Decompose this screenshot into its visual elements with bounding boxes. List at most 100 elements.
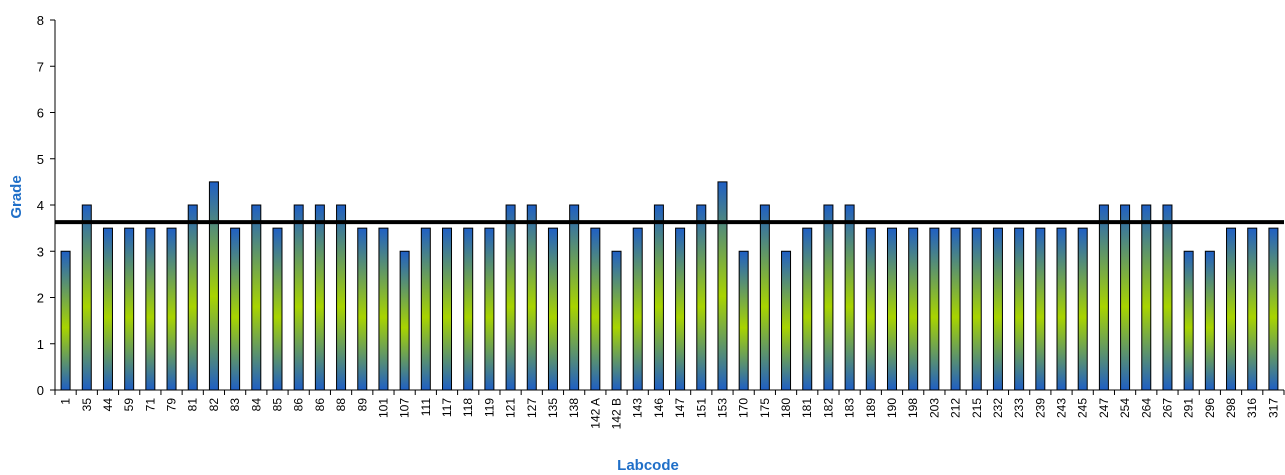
bar [1204,250,1215,391]
bar [1035,227,1046,391]
x-tick-label: 296 [1203,398,1217,418]
bar [208,181,219,391]
x-tick-label: 101 [376,398,390,418]
x-tick-label: 153 [715,398,729,418]
y-tick-label: 8 [37,13,44,28]
x-tick-label: 44 [101,398,115,412]
x-tick-label: 119 [482,398,496,417]
x-tick-label: 138 [567,398,581,418]
x-tick-label: 254 [1118,398,1132,418]
bar [187,204,198,391]
y-tick-label: 0 [37,383,44,398]
bars-group [60,181,1279,391]
x-tick-label: 267 [1160,398,1174,418]
x-tick-label: 151 [694,398,708,418]
bar [60,250,71,391]
bar [547,227,558,391]
bar [124,227,135,391]
x-tick-label: 146 [652,398,666,418]
x-tick-label: 247 [1097,398,1111,418]
x-tick-label: 1 [59,398,73,405]
x-tick-label: 127 [525,398,539,418]
x-tick-label: 59 [122,398,136,412]
x-tick-label: 183 [843,398,857,418]
x-tick-label: 203 [927,398,941,418]
bar [802,227,813,391]
bar [844,204,855,391]
x-tick-label: 82 [207,398,221,412]
x-tick-label: 264 [1139,398,1153,418]
bar [484,227,495,391]
x-tick-label: 170 [737,398,751,418]
x-tick-label: 71 [143,398,157,412]
bar [759,204,770,391]
x-tick-label: 117 [440,398,454,417]
bar [272,227,283,391]
x-tick-label: 86 [313,398,327,412]
bar [590,227,601,391]
x-tick-label: 135 [546,398,560,418]
bar [336,204,347,391]
bar [378,227,389,391]
bar [908,227,919,391]
bar [738,250,749,391]
x-tick-label: 180 [779,398,793,418]
x-tick-label: 86 [292,398,306,412]
bar [1247,227,1258,391]
x-tick-label: 298 [1224,398,1238,418]
bar [314,204,325,391]
y-tick-label: 5 [37,152,44,167]
x-tick-label: 190 [885,398,899,418]
bar [611,250,622,391]
y-tick-label: 6 [37,106,44,121]
x-tick-label: 143 [631,398,645,418]
bar [357,227,368,391]
x-tick-label: 142 B [610,398,624,429]
x-tick-label: 83 [228,398,242,412]
bar [81,204,92,391]
x-tick-label: 189 [864,398,878,418]
bar [1077,227,1088,391]
x-tick-label: 233 [1012,398,1026,418]
bar [1056,227,1067,391]
x-tick-label: 239 [1033,398,1047,418]
x-tick-label: 84 [249,398,263,412]
bar [971,227,982,391]
bar [653,204,664,391]
x-tick-label: 243 [1055,398,1069,418]
bar [145,227,156,391]
x-tick-label: 317 [1266,398,1280,418]
bar [1268,227,1279,391]
y-tick-label: 7 [37,59,44,74]
bar [442,227,453,391]
bar [102,227,113,391]
bar [230,227,241,391]
bar [293,204,304,391]
x-tick-label: 181 [800,398,814,418]
bar [1120,204,1131,391]
bar [420,227,431,391]
x-tick-label: 215 [970,398,984,418]
y-axis-title: Grade [8,175,25,218]
bar [1141,204,1152,391]
bar [781,250,792,391]
bar [505,204,516,391]
bar [251,204,262,391]
x-tick-label: 142 A [588,398,602,429]
bar [675,227,686,391]
bar [399,250,410,391]
bar [950,227,961,391]
bar [1098,204,1109,391]
bar [1226,227,1237,391]
x-tick-label: 89 [355,398,369,412]
x-tick-label: 88 [334,398,348,412]
y-tick-label: 3 [37,244,44,259]
bar [992,227,1003,391]
bar [823,204,834,391]
x-tick-label: 198 [906,398,920,418]
x-tick-label: 291 [1182,398,1196,418]
x-tick-label: 111 [419,398,433,417]
y-tick-label: 2 [37,291,44,306]
bar [1162,204,1173,391]
